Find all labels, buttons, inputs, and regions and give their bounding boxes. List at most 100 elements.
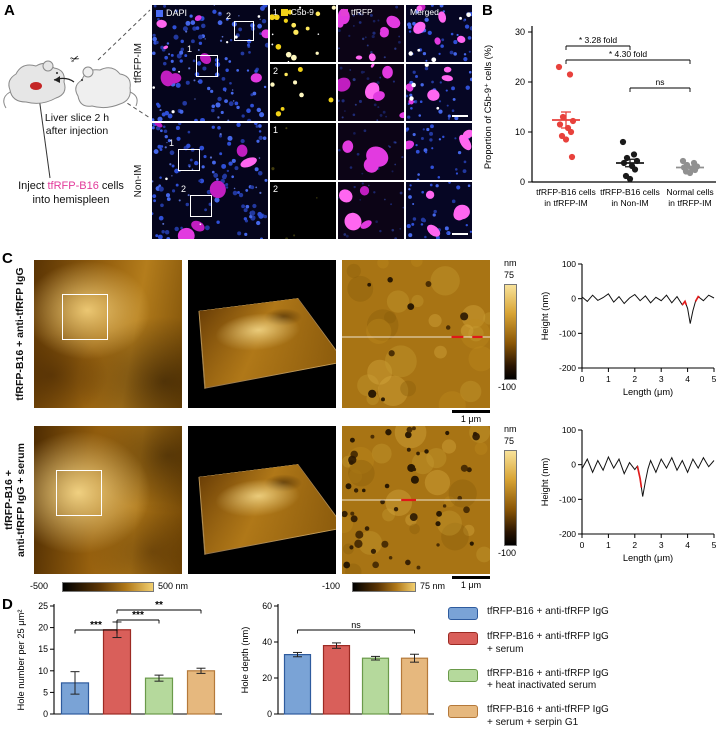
data-point xyxy=(556,121,564,128)
dapi-nucleus xyxy=(408,30,412,33)
dapi-nucleus xyxy=(338,47,341,50)
tfrfp-cell xyxy=(386,15,401,29)
membrane-hole xyxy=(407,303,415,311)
dapi-nucleus xyxy=(237,231,242,236)
tfrfp-cell xyxy=(236,144,248,157)
c5b9-speck xyxy=(178,70,181,73)
dapi-nucleus xyxy=(224,57,228,61)
dapi-nucleus xyxy=(258,157,261,159)
dapi-nucleus xyxy=(463,53,467,56)
x-tick-label: 5 xyxy=(712,374,717,384)
dapi-nucleus xyxy=(161,230,165,234)
dapi-nucleus xyxy=(442,135,445,139)
surface-mottle xyxy=(463,524,475,537)
surface-mottle xyxy=(428,314,442,328)
colorbar-min-row1: -100 xyxy=(498,382,517,392)
micro-image xyxy=(406,123,472,180)
bar xyxy=(361,657,390,715)
c5b9-speck xyxy=(257,15,261,18)
dapi-nucleus xyxy=(354,103,357,106)
tfrfp-cell xyxy=(438,11,447,23)
dapi-nucleus xyxy=(175,82,181,88)
dapi-nucleus xyxy=(398,35,401,38)
dapi-nucleus xyxy=(211,108,215,113)
dapi-nucleus xyxy=(454,137,457,140)
dapi-nucleus xyxy=(219,39,223,42)
dapi-nucleus xyxy=(164,134,168,139)
dapi-nucleus xyxy=(197,34,203,40)
dapi-nucleus xyxy=(256,220,261,226)
y-tick-label: 30 xyxy=(515,27,525,37)
dapi-nucleus xyxy=(368,184,370,187)
afm-inset-box xyxy=(56,470,102,516)
membrane-hole xyxy=(435,521,441,527)
height-colorbar-row1 xyxy=(504,284,517,380)
c5b9-speck xyxy=(291,22,297,28)
dapi-nucleus xyxy=(438,52,441,56)
membrane-hole xyxy=(472,432,480,441)
dapi-nucleus xyxy=(152,194,157,199)
c5b9-speck xyxy=(331,5,336,10)
surface-mottle xyxy=(411,451,435,475)
dapi-nucleus xyxy=(262,5,268,8)
dapi-nucleus xyxy=(250,103,254,108)
dapi-nucleus xyxy=(199,145,205,151)
legend-label-line: + heat inactivated serum xyxy=(487,680,597,692)
inset-number: 2 xyxy=(273,66,279,76)
dapi-nucleus xyxy=(163,5,167,8)
tfrfp-cell xyxy=(380,26,389,35)
micro-c5b9-im-2: 2 xyxy=(270,64,336,121)
bar xyxy=(400,657,429,715)
c5b9-speck xyxy=(305,26,310,31)
profile-line xyxy=(581,455,715,497)
data-point xyxy=(567,128,575,136)
y-tick-label: 5 xyxy=(43,687,48,697)
dapi-nucleus xyxy=(463,57,468,62)
tfrfp-cell xyxy=(160,70,174,87)
x-tick-label: 4 xyxy=(685,374,690,384)
tfrfp-color-swatch xyxy=(341,8,348,16)
bar xyxy=(102,629,132,715)
dapi-nucleus xyxy=(224,99,228,104)
legend-label-line: + serum xyxy=(487,643,524,655)
panel-d-label: D xyxy=(2,596,13,613)
y-tick-label: -200 xyxy=(559,529,576,539)
dapi-nucleus xyxy=(152,33,156,37)
dapi-nucleus xyxy=(468,50,471,53)
dapi-nucleus xyxy=(162,61,167,66)
dapi-nucleus xyxy=(176,53,182,59)
dapi-nucleus xyxy=(221,163,227,169)
membrane-hole xyxy=(384,483,390,489)
legend-label-line: tfRFP-B16 + anti-tfRFP IgG xyxy=(487,606,609,617)
x-tick-label: 3 xyxy=(659,374,664,384)
dapi-nucleus xyxy=(231,175,234,179)
legend-label: tfRFP-B16 + anti-tfRFP IgG + serum xyxy=(487,631,609,657)
dapi-nucleus xyxy=(394,163,397,166)
membrane-hole xyxy=(380,499,385,505)
membrane-hole xyxy=(343,561,351,569)
dapi-nucleus xyxy=(166,42,170,45)
afm-zoom-image-row1 xyxy=(342,255,496,419)
profile-red-segment xyxy=(681,299,688,306)
dapi-nucleus xyxy=(207,86,211,91)
surface-mottle xyxy=(441,439,457,454)
dapi-nucleus xyxy=(153,149,159,155)
dapi-nucleus xyxy=(229,38,233,42)
dapi-nucleus xyxy=(225,68,229,72)
dapi-nucleus xyxy=(165,193,171,198)
dapi-nucleus xyxy=(255,186,258,189)
membrane-hole xyxy=(469,541,474,546)
sig-label: ** xyxy=(155,600,163,611)
dapi-nucleus xyxy=(152,36,157,42)
dapi-nucleus xyxy=(394,141,397,144)
micro-image xyxy=(406,182,472,239)
inset-box-2 xyxy=(190,195,212,217)
colorbar-unit-row1: nm xyxy=(504,258,517,268)
membrane-hole xyxy=(361,488,366,493)
image-scalebar xyxy=(452,115,468,117)
data-point xyxy=(679,157,687,165)
dashed-leader-line xyxy=(97,9,151,61)
dapi-nucleus xyxy=(246,118,252,121)
coloc-speck xyxy=(436,106,440,110)
legend-label-line: + serum + serpin G1 xyxy=(487,716,579,728)
